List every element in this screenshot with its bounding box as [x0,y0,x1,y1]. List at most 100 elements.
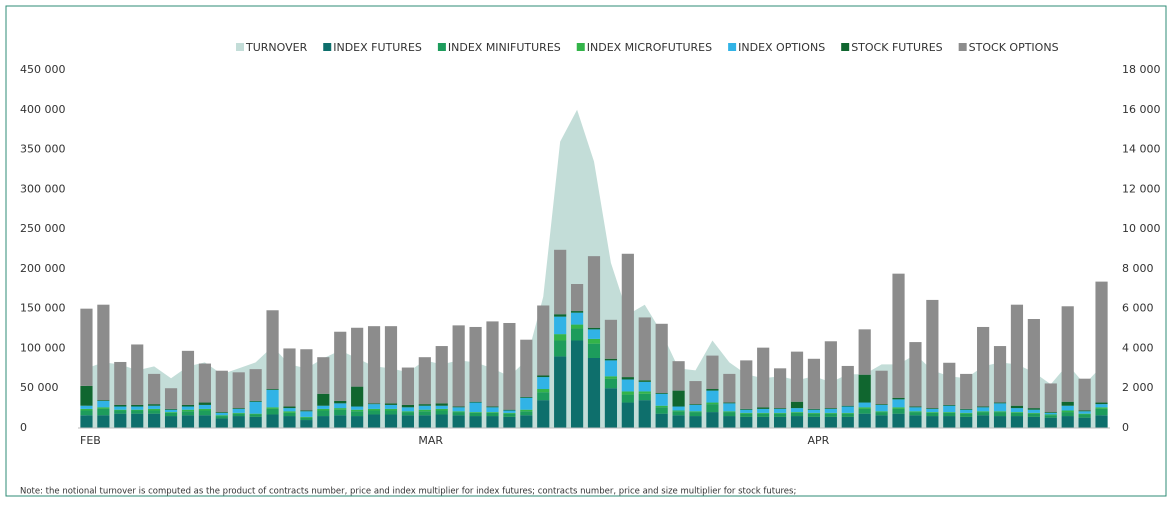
bar-segment [469,416,482,428]
bar-segment [384,408,398,411]
bar-segment [469,402,482,413]
bar-segment [858,407,871,409]
bar-segment [587,343,601,358]
bar-segment [926,299,939,409]
bar-segment [164,409,178,413]
bar-segment [232,413,245,417]
bar-segment [317,405,330,409]
bar-segment [723,411,736,413]
y2-tick-label: 6 000 [1122,302,1154,315]
bar-segment [418,415,431,428]
bar-segment [757,412,770,414]
y-tick-label: 300 000 [20,182,66,195]
bar-segment [232,408,245,413]
bar-segment [367,326,381,404]
bar-segment [960,416,973,428]
x-tick-label: APR [807,434,829,447]
bar-segment [435,346,448,404]
bar-segment [384,414,398,428]
bar-segment [841,365,854,406]
bar-segment [1044,414,1057,416]
bar-segment [1061,401,1074,406]
bar-segment [706,402,719,405]
bar-segment [249,369,262,401]
bar-segment [283,412,296,417]
bar-segment [300,411,313,417]
bar-segment [1061,405,1074,411]
bar-segment [621,253,634,378]
bar-segment [554,316,567,335]
bar-segment [401,415,414,428]
bar-segment [435,410,448,415]
bar-segment [807,416,821,428]
bar-segment [943,412,956,413]
bar-segment [367,403,381,405]
bar-segment [334,400,347,404]
bar-segment [520,339,533,397]
bar-segment [435,403,448,406]
bar-segment [486,321,499,407]
bar-segment [977,406,990,408]
y-tick-label: 150 000 [20,302,66,315]
bar-segment [655,323,668,393]
bar-segment [977,411,990,413]
bar-segment [706,389,719,391]
bar-segment [249,413,262,415]
bar-segment [418,411,431,416]
bar-segment [1010,416,1024,428]
bar-segment [164,416,178,428]
bar-segment [452,406,465,408]
bar-segment [672,415,685,428]
bar-segment [672,406,685,411]
bar-segment [689,412,702,417]
bar-segment [841,416,854,428]
bar-segment [249,400,262,402]
legend-label: TURNOVER [245,41,308,54]
bar-segment [1010,412,1024,413]
bar-segment [215,415,228,417]
bar-segment [114,406,127,410]
bar-segment [232,408,245,409]
bar-segment [317,357,330,394]
bar-segment [672,390,685,407]
bar-segment [131,410,144,414]
bar-segment [774,412,787,414]
bar-segment [774,413,787,417]
bar-segment [604,388,618,428]
bar-segment [774,368,787,409]
bar-segment [926,408,939,413]
bar-segment [503,409,516,411]
bar-segment [1044,383,1057,413]
bar-segment [621,394,634,403]
legend-swatch [236,43,244,51]
bar-segment [266,414,279,428]
bar-segment [841,405,854,407]
bar-segment [909,415,922,428]
bar-segment [351,386,364,407]
bar-segment [317,408,330,411]
bar-segment [1095,281,1108,403]
y-tick-label: 200 000 [20,262,66,275]
bar-segment [520,415,533,428]
legend-label: STOCK OPTIONS [969,41,1059,54]
y-tick-label: 100 000 [20,341,66,354]
bar-segment [537,305,550,376]
bar-segment [554,314,567,317]
bar-segment [503,412,516,414]
bar-segment [97,400,110,408]
bar-segment [181,350,195,405]
bar-segment [215,412,228,416]
bar-segment [249,401,262,414]
bar-segment [486,416,499,428]
y-tick-label: 50 000 [20,381,59,394]
bar-segment [723,403,736,412]
bar-segment [520,409,533,412]
legend-swatch [958,43,967,51]
bar-segment [638,393,651,401]
bar-segment [367,408,381,411]
bar-segment [960,408,973,410]
legend-swatch [576,43,585,51]
bar-segment [198,415,211,428]
bar-segment [537,400,550,428]
bar-segment [892,399,905,408]
